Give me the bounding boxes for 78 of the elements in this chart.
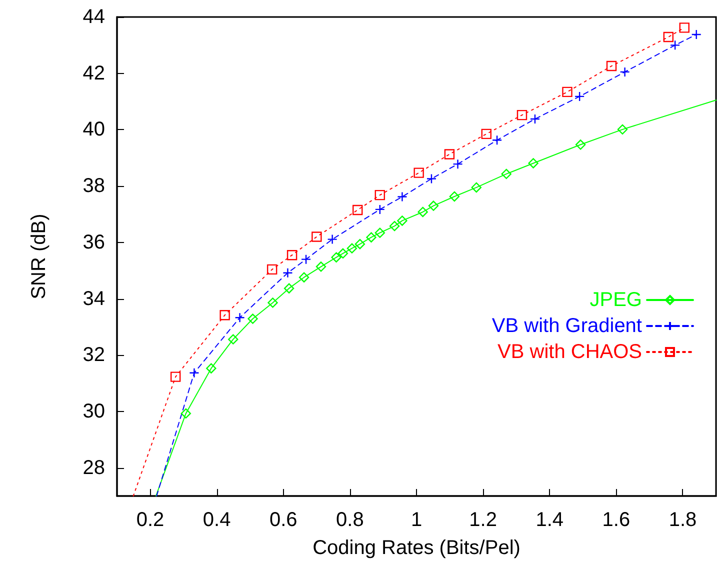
y-tick-label: 42 [82, 62, 105, 84]
y-tick-label: 32 [82, 344, 105, 366]
point [691, 29, 702, 40]
point [338, 248, 348, 258]
point [418, 206, 428, 218]
x-tick-label: 1.8 [668, 509, 697, 531]
point [574, 91, 585, 102]
point [354, 239, 366, 250]
point [374, 190, 385, 200]
point [220, 310, 230, 320]
x-tick-label: 0.6 [269, 509, 298, 531]
point [352, 204, 363, 216]
point [449, 191, 460, 202]
x-tick-label: 0.8 [336, 509, 364, 531]
point [426, 174, 437, 184]
point [180, 408, 191, 419]
point [170, 372, 181, 382]
point [670, 40, 680, 50]
point [316, 262, 326, 272]
y-tick-label: 44 [82, 6, 105, 28]
point [206, 363, 216, 374]
point [620, 66, 630, 78]
point [331, 252, 342, 262]
point [266, 264, 278, 275]
point [481, 128, 492, 140]
point [414, 168, 424, 178]
point [300, 254, 312, 264]
point [562, 86, 572, 98]
point [389, 220, 400, 232]
point [492, 135, 502, 146]
point [286, 250, 298, 260]
point [428, 200, 439, 211]
x-tick-label: 1.6 [602, 509, 630, 531]
x-tick-label: 1.4 [536, 509, 564, 531]
point [444, 149, 455, 160]
y-tick-label: 28 [82, 456, 105, 479]
y-tick-label: 38 [82, 175, 105, 198]
point [228, 334, 238, 344]
point [528, 158, 538, 168]
point [327, 234, 338, 244]
x-tick-label: 0.4 [202, 509, 231, 531]
point [663, 32, 674, 42]
point [312, 232, 322, 242]
line-series [155, 100, 716, 496]
point [234, 312, 245, 323]
y-axis-title: SNR (dB) [28, 214, 50, 300]
point [575, 140, 586, 150]
point [516, 110, 528, 120]
x-axis-title: Coding Rates (Bits/Pel) [312, 537, 520, 559]
point [282, 268, 293, 278]
point [374, 204, 385, 215]
point [606, 60, 617, 72]
legend-label: VB with CHAOS [498, 341, 642, 363]
point [452, 158, 463, 170]
point [346, 243, 358, 254]
point [284, 283, 294, 294]
point [374, 228, 385, 238]
point [617, 124, 628, 135]
point [397, 216, 408, 226]
point [471, 182, 482, 193]
legend-label: JPEG [590, 289, 642, 311]
point [397, 192, 408, 202]
point [679, 22, 690, 33]
y-tick-label: 40 [82, 118, 105, 141]
point [268, 298, 278, 308]
y-tick-label: 34 [82, 288, 105, 310]
point [530, 114, 540, 124]
point [189, 368, 200, 378]
point [298, 272, 310, 282]
legend-label: VB with Gradient [492, 315, 642, 337]
x-tick-label: 0.2 [136, 509, 164, 531]
y-tick-label: 30 [82, 400, 105, 422]
x-tick-label: 1 [410, 509, 422, 531]
x-tick-label: 1.2 [469, 509, 497, 531]
point [501, 168, 512, 180]
point [366, 232, 376, 242]
point [248, 314, 258, 324]
y-tick-label: 36 [82, 231, 105, 254]
